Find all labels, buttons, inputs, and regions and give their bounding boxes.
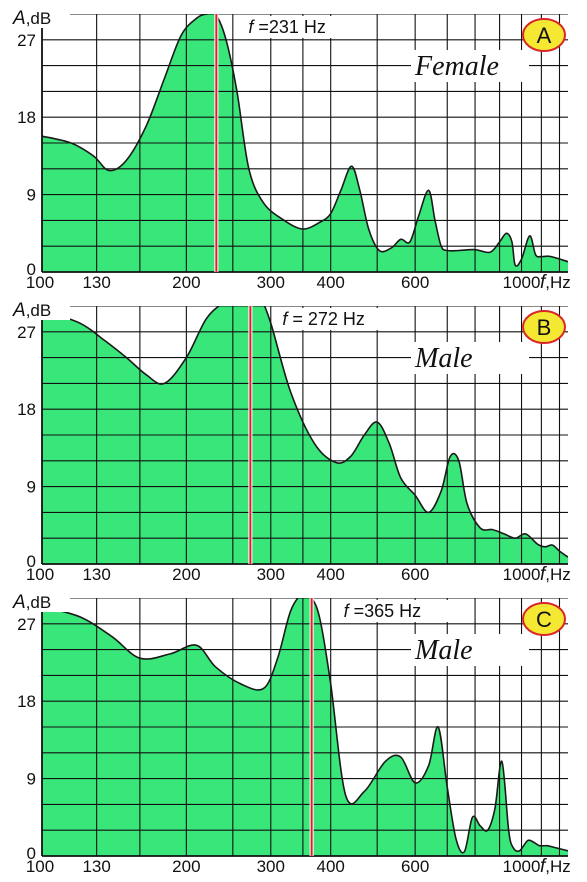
panel-badge: [522, 602, 566, 636]
grid-c: [42, 598, 568, 856]
y-tick-label: 9: [27, 770, 36, 789]
x-tick-label: 1000: [503, 565, 541, 584]
x-tick-label: 300: [257, 565, 285, 584]
x-tick-label: 200: [172, 857, 200, 876]
y-tick-label: 0: [27, 844, 36, 863]
y-tick-label: 0: [27, 552, 36, 571]
spectrum-line-c: [42, 598, 568, 854]
x-tick-label: 400: [317, 857, 345, 876]
y-tick-label: 0: [27, 260, 36, 279]
panel-badge: [522, 310, 566, 344]
panel-badge: [522, 18, 566, 52]
gender-label-bg: [411, 634, 529, 666]
x-tick-label: 130: [82, 857, 110, 876]
x-tick-label: 130: [82, 273, 110, 292]
y-tick-label: 18: [17, 400, 36, 419]
gender-label: Male: [414, 343, 473, 374]
y-tick-label: 27: [17, 323, 36, 342]
y-tick-label: 18: [17, 692, 36, 711]
y-tick-label: 9: [27, 186, 36, 205]
panel-badge-letter: B: [537, 315, 552, 340]
panel-badge-letter: C: [536, 607, 552, 632]
y-tick-label: 9: [27, 478, 36, 497]
frequency-label-bg: [278, 308, 407, 330]
y-axis-label-bg: [10, 8, 70, 28]
y-axis-label: A,dB: [12, 300, 51, 321]
panel-a: 0 9 18 27 100 130 200 300 400 600 1000 A,dB f,Hz f =2…: [10, 8, 571, 293]
spectrum-area-a: [42, 14, 568, 272]
panel-badge-letter: A: [537, 23, 552, 48]
x-tick-label: 1000: [503, 273, 541, 292]
y-axis-label: A,dB: [12, 8, 51, 29]
x-tick-label: 100: [26, 565, 54, 584]
y-tick-label: 27: [17, 615, 36, 634]
spectrum-area-c: [42, 598, 568, 856]
frequency-label-bg: [244, 16, 373, 38]
gender-label: Female: [414, 51, 499, 82]
frequency-label-bg: [339, 600, 468, 622]
panel-c: 0 9 18 27 100 130 200 300 400 600 1000 A,dB f,Hz f =3…: [10, 592, 571, 877]
frequency-label: f = 272 Hz: [282, 309, 365, 329]
spectrum-line-a: [42, 14, 568, 267]
x-tick-label: 300: [257, 273, 285, 292]
frequency-label: f =365 Hz: [344, 601, 422, 621]
y-tick-label: 27: [17, 31, 36, 50]
spectrum-line-b: [42, 306, 568, 558]
x-tick-label: 130: [82, 565, 110, 584]
x-tick-label: 100: [26, 273, 54, 292]
y-axis-label-bg: [10, 592, 70, 612]
x-tick-label: 600: [401, 273, 429, 292]
y-axis-label: A,dB: [12, 592, 51, 613]
y-tick-label: 18: [17, 108, 36, 127]
gender-label-bg: [411, 50, 529, 82]
x-tick-label: 600: [401, 857, 429, 876]
x-axis-label: f,Hz: [540, 272, 571, 293]
x-axis-label: f,Hz: [540, 856, 571, 877]
x-tick-label: 600: [401, 565, 429, 584]
frequency-label: f =231 Hz: [248, 17, 326, 37]
x-tick-label: 400: [317, 565, 345, 584]
x-axis-label: f,Hz: [540, 564, 571, 585]
x-tick-label: 200: [172, 565, 200, 584]
x-tick-label: 100: [26, 857, 54, 876]
x-tick-label: 1000: [503, 857, 541, 876]
gender-label: Male: [414, 635, 473, 666]
x-tick-label: 400: [317, 273, 345, 292]
x-tick-label: 200: [172, 273, 200, 292]
panel-b: 0 9 18 27 100 130 200 300 400 600 1000 A,dB f,Hz f = …: [10, 300, 571, 585]
y-axis-label-bg: [10, 300, 70, 320]
x-tick-label: 300: [257, 857, 285, 876]
gender-label-bg: [411, 342, 529, 374]
